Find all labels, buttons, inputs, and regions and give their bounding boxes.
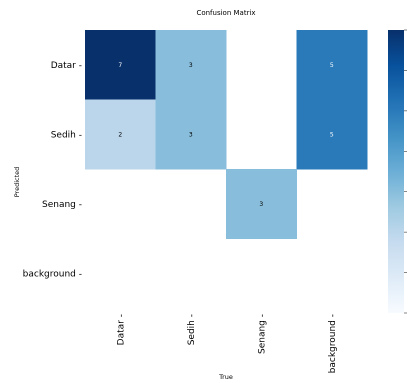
cell-value-label: 3	[259, 201, 263, 208]
heatmap-cell	[155, 30, 227, 100]
x-axis-title: True	[218, 373, 233, 381]
cell-value-label: 5	[330, 131, 334, 138]
row-tick-labels: Datar - Sedih - Senang - background -	[23, 61, 82, 280]
column-tick-label: Datar -	[116, 314, 126, 345]
cell-value-label: 5	[330, 62, 334, 69]
cell-value-label: 3	[189, 62, 193, 69]
heatmap-cell	[155, 99, 227, 170]
heatmap-cell	[226, 169, 297, 239]
cell-value-label: 2	[118, 131, 122, 138]
column-tick-label: background -	[328, 314, 338, 373]
heatmap-cells: 7 3 5 2 3 5 3	[85, 30, 368, 239]
heatmap-cell	[296, 99, 368, 170]
column-tick-label: Sedih -	[187, 314, 197, 345]
row-tick-label: Senang -	[42, 200, 82, 210]
heatmap-cell	[85, 30, 156, 100]
heatmap-cell	[85, 99, 156, 170]
y-axis-title: Predicted	[13, 167, 21, 198]
heatmap-cell	[296, 30, 368, 100]
column-tick-label: Senang -	[257, 314, 267, 354]
row-tick-label: Sedih -	[51, 130, 82, 140]
row-tick-label: Datar -	[51, 61, 82, 71]
colorbar-gradient	[388, 30, 404, 313]
chart-title: Confusion Matrix	[196, 9, 255, 17]
cell-value-label: 3	[189, 131, 193, 138]
cell-value-label: 7	[118, 62, 122, 69]
row-tick-label: background -	[23, 269, 82, 279]
colorbar	[388, 29, 407, 314]
column-tick-labels: Datar - Sedih - Senang - background -	[116, 314, 338, 373]
